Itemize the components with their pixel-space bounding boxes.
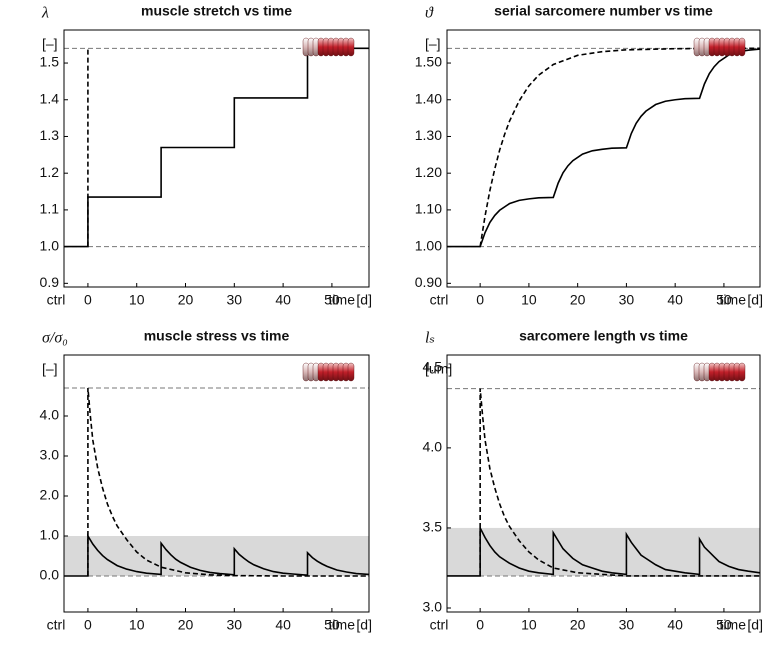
x-tick-label: 30: [227, 292, 243, 308]
x-axis-label: time: [720, 617, 747, 633]
y-axis-unit: [um]: [425, 361, 452, 377]
sarcomere-icon: [302, 37, 355, 57]
icon-ring: [738, 37, 746, 57]
target-band: [64, 536, 369, 576]
x-tick-label: ctrl: [47, 292, 66, 308]
chart-title: sarcomere length vs time: [519, 328, 688, 344]
sarcomere-icon: [693, 37, 746, 57]
x-tick-label: 20: [178, 617, 194, 633]
y-tick-label: 0.90: [415, 274, 442, 290]
y-tick-label: 0.0: [40, 567, 60, 583]
icon-ring: [347, 37, 355, 57]
y-tick-label: 3.5: [423, 519, 443, 535]
y-axis-unit: [–]: [42, 361, 58, 377]
y-axis-unit: [–]: [42, 36, 58, 52]
x-tick-label: 50: [716, 292, 732, 308]
x-tick-label: 30: [227, 617, 243, 633]
y-tick-label: 1.00: [415, 237, 442, 253]
data-line: [479, 388, 760, 577]
x-axis-unit: [d]: [356, 292, 372, 308]
x-tick-label: 50: [716, 617, 732, 633]
y-tick-label: 1.3: [40, 127, 60, 143]
y-tick-label: 1.10: [415, 201, 442, 217]
chart-title: serial sarcomere number vs time: [494, 3, 713, 19]
y-tick-label: 1.0: [40, 527, 60, 543]
panel: muscle stretch vs time 0.9 1.0 1.1 1.2 1.3 1.4…: [40, 3, 372, 308]
x-tick-label: 20: [570, 292, 586, 308]
x-tick-label: 20: [178, 292, 194, 308]
y-tick-label: 1.5: [40, 54, 60, 70]
x-axis-unit: [d]: [747, 292, 763, 308]
x-axis-unit: [d]: [747, 617, 763, 633]
x-tick-label: 50: [324, 617, 340, 633]
y-tick-label: 0.9: [40, 274, 60, 290]
y-tick-label: 1.30: [415, 127, 442, 143]
y-axis-label: λ: [41, 5, 49, 22]
y-tick-label: 2.0: [40, 487, 60, 503]
plot-frame: [446, 29, 761, 288]
panel: serial sarcomere number vs time 0.90 1.00 1…: [415, 3, 763, 308]
chart-title: muscle stretch vs time: [141, 3, 292, 19]
y-tick-label: 4.0: [423, 439, 443, 455]
y-tick-label: 4.5: [423, 359, 443, 375]
x-tick-label: 10: [521, 292, 537, 308]
panel: sarcomere length vs time 3.0 3.5 4.0 4.5 ctrl…: [423, 328, 763, 633]
y-axis-label: lₛ: [425, 330, 435, 347]
x-tick-label: 10: [521, 617, 537, 633]
y-tick-label: 4.0: [40, 407, 60, 423]
x-tick-label: ctrl: [430, 292, 449, 308]
x-tick-label: 40: [667, 617, 683, 633]
x-tick-label: 20: [570, 617, 586, 633]
target-band: [447, 527, 760, 576]
y-axis-label: σ/σ₀: [42, 330, 68, 347]
y-axis-unit: [–]: [425, 36, 441, 52]
data-line: [447, 527, 761, 577]
y-tick-label: 1.1: [40, 201, 60, 217]
x-axis-label: time: [329, 617, 356, 633]
x-tick-label: 10: [129, 292, 145, 308]
y-tick-label: 3.0: [423, 599, 443, 615]
icon-ring: [347, 362, 355, 382]
x-tick-label: 30: [619, 617, 635, 633]
x-tick-label: 10: [129, 617, 145, 633]
x-tick-label: 0: [476, 617, 484, 633]
panel: muscle stress vs time 0.0 1.0 2.0 3.0 4.0 ctrl…: [40, 328, 372, 633]
y-tick-label: 1.20: [415, 164, 442, 180]
x-tick-label: ctrl: [430, 617, 449, 633]
y-tick-label: 1.50: [415, 54, 442, 70]
y-tick-label: 1.40: [415, 90, 442, 106]
y-tick-label: 1.2: [40, 164, 60, 180]
plot-frame: [63, 29, 370, 288]
sarcomere-icon: [302, 362, 355, 382]
y-axis-label: ϑ: [425, 5, 434, 22]
x-tick-label: 40: [667, 292, 683, 308]
y-tick-label: 1.0: [40, 237, 60, 253]
y-tick-label: 1.4: [40, 90, 60, 106]
x-tick-label: 30: [619, 292, 635, 308]
icon-ring: [738, 362, 746, 382]
chart-title: muscle stress vs time: [144, 328, 290, 344]
plot-frame: [446, 354, 761, 613]
data-line: [64, 533, 370, 577]
x-tick-label: 40: [275, 292, 291, 308]
data-line: [87, 387, 369, 577]
x-tick-label: 0: [84, 617, 92, 633]
data-line: [447, 48, 761, 248]
x-tick-label: 50: [324, 292, 340, 308]
x-tick-label: 0: [476, 292, 484, 308]
x-tick-label: ctrl: [47, 617, 66, 633]
y-tick-label: 3.0: [40, 447, 60, 463]
x-axis-unit: [d]: [356, 617, 372, 633]
plot-frame: [63, 354, 370, 613]
x-tick-label: 40: [275, 617, 291, 633]
x-tick-label: 0: [84, 292, 92, 308]
data-line: [479, 47, 760, 247]
sarcomere-icon: [693, 362, 746, 382]
data-line: [64, 47, 369, 248]
x-axis-label: time: [720, 292, 747, 308]
x-axis-label: time: [329, 292, 356, 308]
